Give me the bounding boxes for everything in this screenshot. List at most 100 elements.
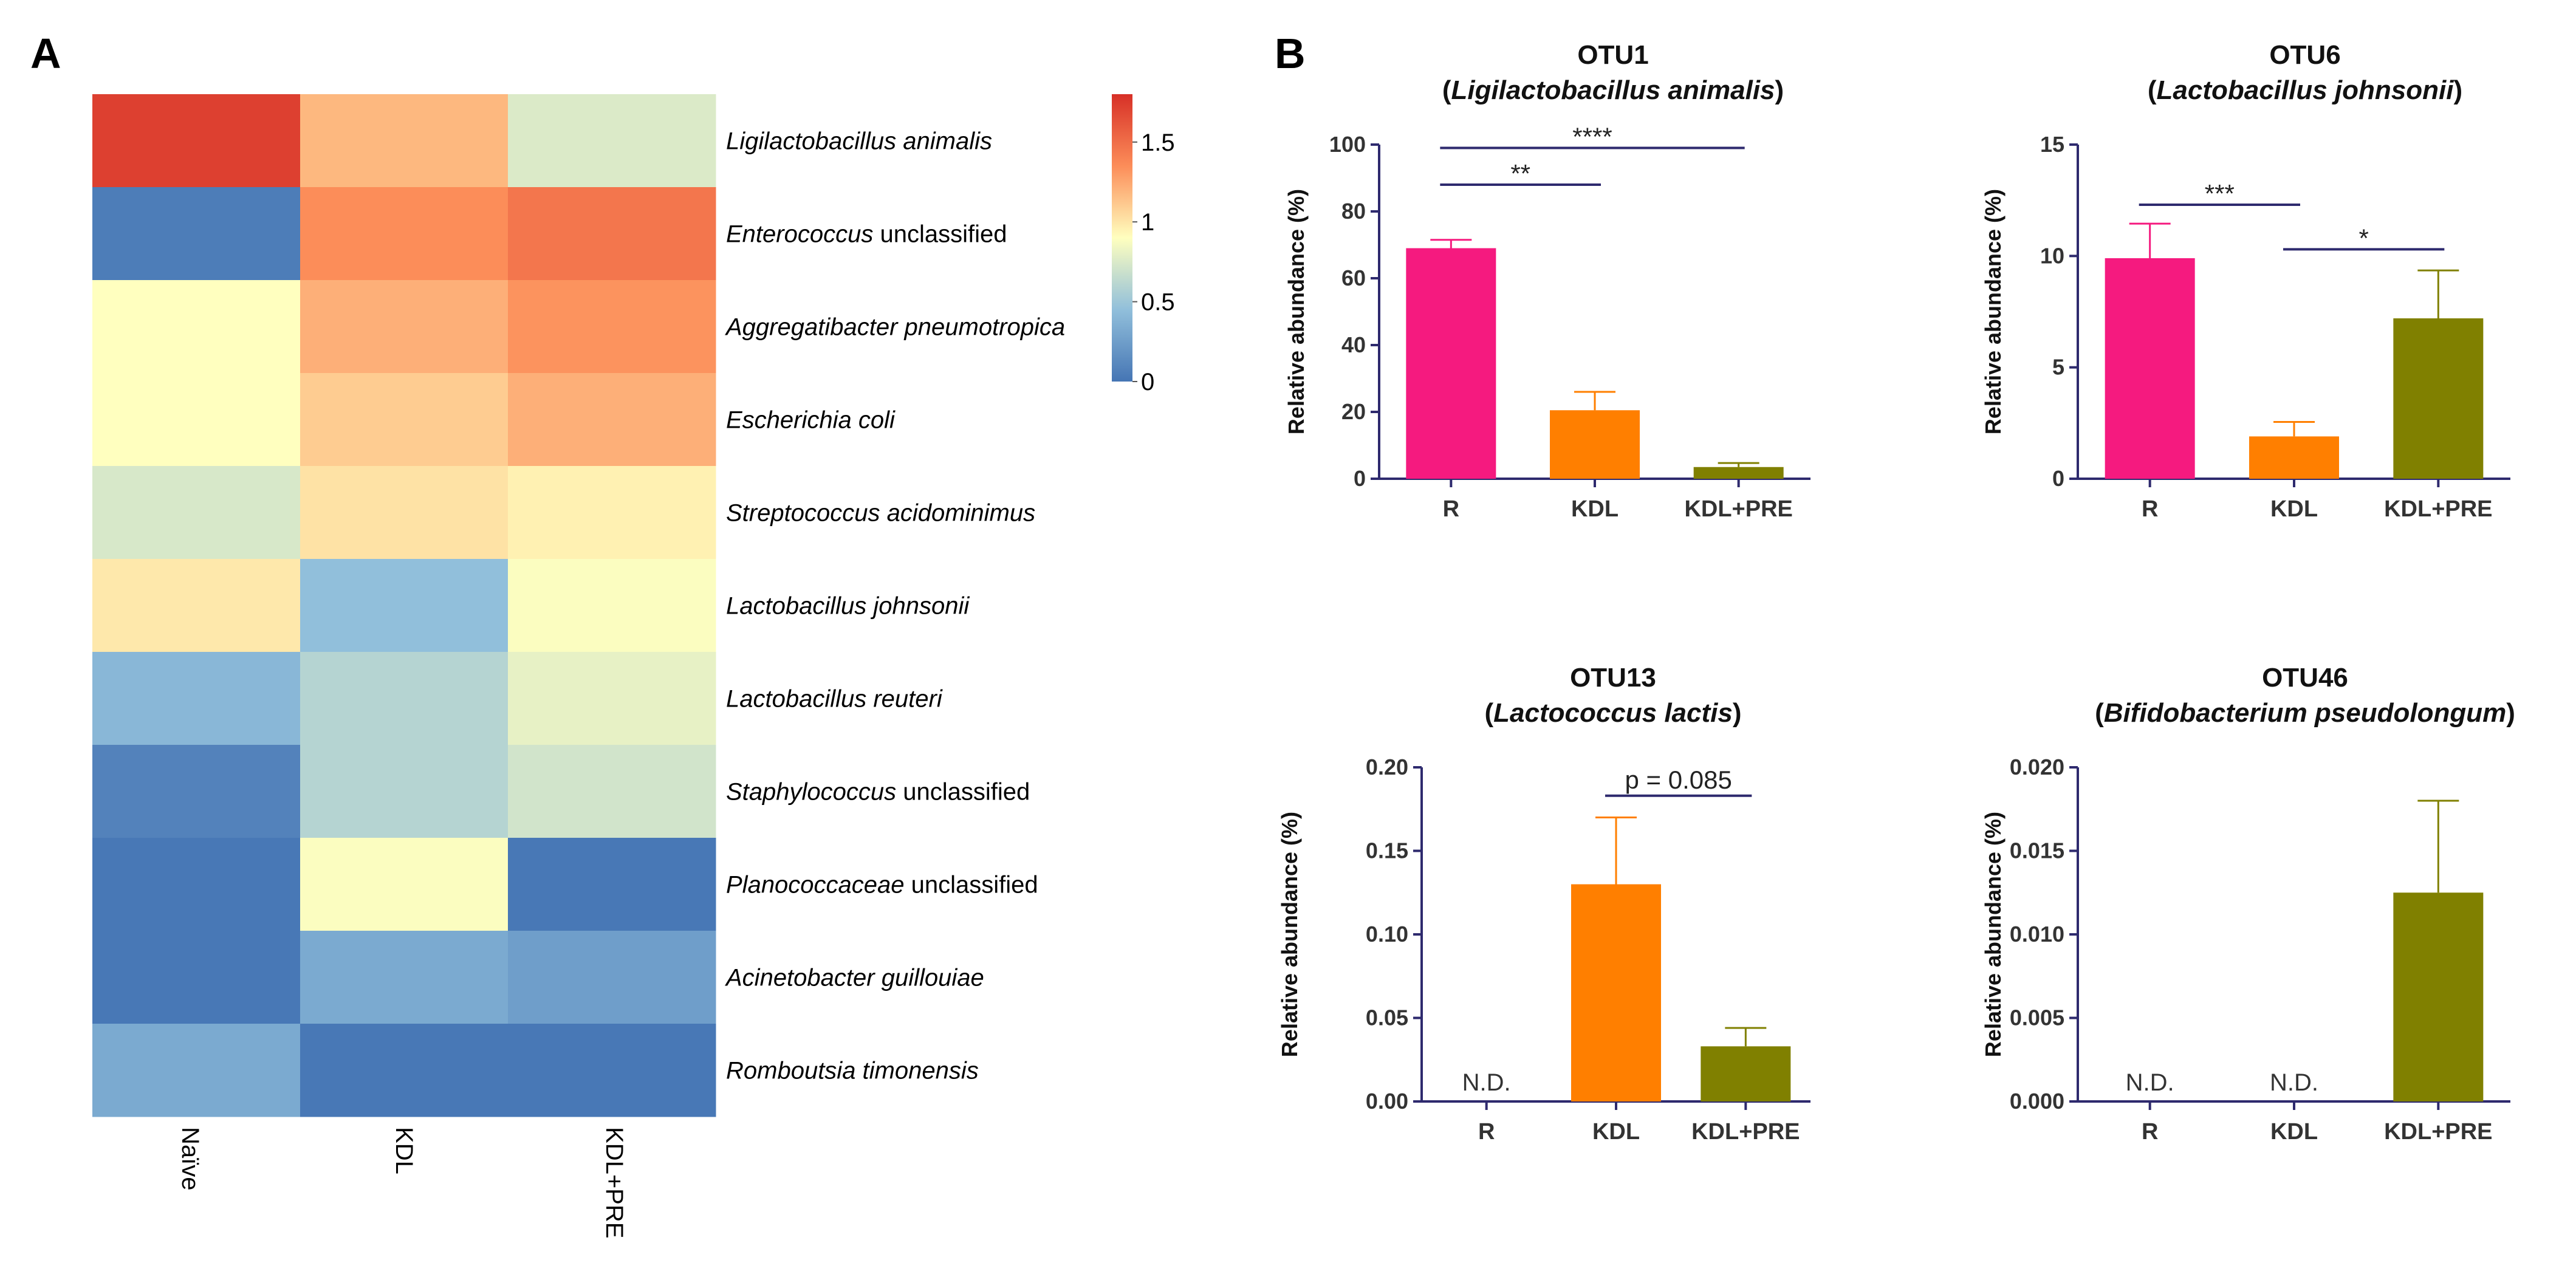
chart-subtitle: (Lactococcus lactis) (1484, 698, 1741, 728)
heatmap-row-label: Enterococcus unclassified (726, 221, 1007, 248)
heatmap: Ligilactobacillus animalis Enterococcus u… (92, 94, 1065, 1238)
subtitle-close-paren: ) (1733, 698, 1742, 728)
heatmap-row-label-italic: Planococcaceae (726, 872, 905, 899)
heatmap-cell (92, 1024, 301, 1117)
heatmap-cell (508, 652, 716, 745)
y-tick-label: 0.005 (2010, 1005, 2064, 1030)
chart-title: OTU46 (2262, 663, 2348, 693)
heatmap-row-label: Planococcaceae unclassified (726, 872, 1038, 899)
subtitle-species: Lactococcus lactis (1493, 698, 1733, 728)
not-detected-label: N.D. (2126, 1069, 2174, 1096)
heatmap-row-label-italic: Aggregatibacter pneumotropica (725, 314, 1065, 341)
colorbar-gradient (1112, 94, 1132, 382)
heatmap-cell (508, 280, 716, 374)
heatmap-row-label-italic: Lactobacillus reuteri (726, 686, 943, 713)
heatmap-colorbar: 1.5 1 0.5 0 (1112, 94, 1175, 396)
panel-label-a: A (30, 30, 61, 77)
x-category-label: KDL (1571, 496, 1619, 522)
subtitle-close-paren: ) (2453, 75, 2462, 105)
heatmap-cell (508, 94, 716, 188)
heatmap-cell (508, 838, 716, 931)
heatmap-row-label: Acinetobacter guillouiae (725, 965, 984, 991)
y-axis-label: Relative abundance (%) (1981, 189, 2006, 434)
bar (1693, 467, 1784, 479)
y-tick-label: 100 (1329, 132, 1366, 157)
x-category-label: KDL+PRE (1691, 1119, 1800, 1145)
bar (1406, 248, 1496, 479)
heatmap-row-label-rest: unclassified (905, 872, 1038, 899)
bar (2105, 258, 2195, 479)
heatmap-cell (92, 745, 301, 838)
significance-label: * (2358, 224, 2368, 252)
heatmap-cell (92, 652, 301, 745)
y-tick-label: 0.05 (1366, 1005, 1408, 1030)
significance-label: ** (1510, 159, 1530, 188)
colorbar-tick-label: 1.5 (1141, 129, 1175, 156)
heatmap-col-label: KDL (391, 1127, 417, 1174)
heatmap-cell (300, 745, 509, 838)
heatmap-col-label: Naïve (177, 1127, 204, 1191)
y-tick-label: 0.20 (1366, 755, 1408, 779)
heatmap-row-label: Streptococcus acidominimus (726, 500, 1035, 527)
bar-chart-otu6: OTU6 (Lactobacillus johnsonii) 0 5 10 15 Relat… (1981, 40, 2510, 522)
heatmap-row-label: Ligilactobacillus animalis (726, 128, 992, 155)
heatmap-row-label-italic: Lactobacillus johnsonii (726, 593, 970, 620)
heatmap-cell (300, 280, 509, 374)
x-category-label: R (2142, 496, 2158, 522)
x-category-label: KDL+PRE (2384, 1119, 2492, 1145)
heatmap-cell (92, 466, 301, 560)
heatmap-cell (300, 1024, 509, 1117)
subtitle-close-paren: ) (1775, 75, 1784, 105)
heatmap-row-label-italic: Enterococcus (726, 221, 873, 248)
heatmap-row-label-rest: unclassified (873, 221, 1007, 248)
subtitle-open-paren: ( (2148, 75, 2157, 105)
heatmap-row-label: Romboutsia timonensis (726, 1058, 979, 1084)
heatmap-cell (300, 838, 509, 931)
y-tick-label: 15 (2040, 132, 2064, 157)
y-tick-label: 0.10 (1366, 922, 1408, 947)
heatmap-row-label-italic: Ligilactobacillus animalis (726, 128, 992, 155)
subtitle-species: Bifidobacterium pseudolongum (2104, 698, 2506, 728)
heatmap-row-label-italic: Streptococcus acidominimus (726, 500, 1035, 527)
heatmap-cell (300, 652, 509, 745)
panel-label-b: B (1275, 30, 1306, 77)
heatmap-row-label-italic: Escherichia coli (726, 407, 896, 434)
significance-label: p = 0.085 (1625, 765, 1732, 794)
bar-chart-otu46: OTU46 (Bifidobacterium pseudolongum) 0.000… (1981, 663, 2515, 1145)
bar (2249, 436, 2339, 479)
heatmap-cell (300, 94, 509, 188)
x-category-label: KDL (1592, 1119, 1640, 1145)
colorbar-tick-label: 1 (1141, 209, 1154, 236)
y-tick-label: 60 (1341, 265, 1366, 290)
chart-subtitle: (Lactobacillus johnsonii) (2148, 75, 2462, 105)
heatmap-row-label: Staphylococcus unclassified (726, 779, 1030, 806)
y-tick-label: 0 (2052, 466, 2064, 491)
not-detected-label: N.D. (1462, 1069, 1511, 1096)
heatmap-row-label-italic: Staphylococcus (726, 779, 896, 806)
bar (2393, 892, 2484, 1101)
heatmap-cell (508, 187, 716, 281)
y-tick-label: 0.00 (1366, 1089, 1408, 1114)
heatmap-row-label: Lactobacillus reuteri (726, 686, 943, 713)
heatmap-cell (92, 94, 301, 188)
x-category-label: KDL (2270, 496, 2318, 522)
heatmap-cell (508, 373, 716, 467)
bar (2393, 318, 2484, 479)
heatmap-cell (300, 187, 509, 281)
heatmap-col-label: KDL+PRE (601, 1127, 628, 1238)
subtitle-close-paren: ) (2506, 698, 2515, 728)
heatmap-cell (508, 1024, 716, 1117)
heatmap-row-label-italic: Romboutsia timonensis (726, 1058, 979, 1084)
y-axis-label: Relative abundance (%) (1277, 812, 1302, 1057)
heatmap-cell (508, 466, 716, 560)
heatmap-cell (508, 931, 716, 1024)
heatmap-cell (92, 280, 301, 374)
y-tick-label: 0.010 (2010, 922, 2064, 947)
x-category-label: KDL+PRE (1684, 496, 1792, 522)
y-tick-label: 0.015 (2010, 838, 2064, 863)
bar (1550, 410, 1640, 479)
y-tick-label: 0.15 (1366, 838, 1408, 863)
heatmap-cell (92, 187, 301, 281)
bar-chart-otu13: OTU13 (Lactococcus lactis) 0.00 0.05 0.10 0.1… (1277, 663, 1810, 1145)
